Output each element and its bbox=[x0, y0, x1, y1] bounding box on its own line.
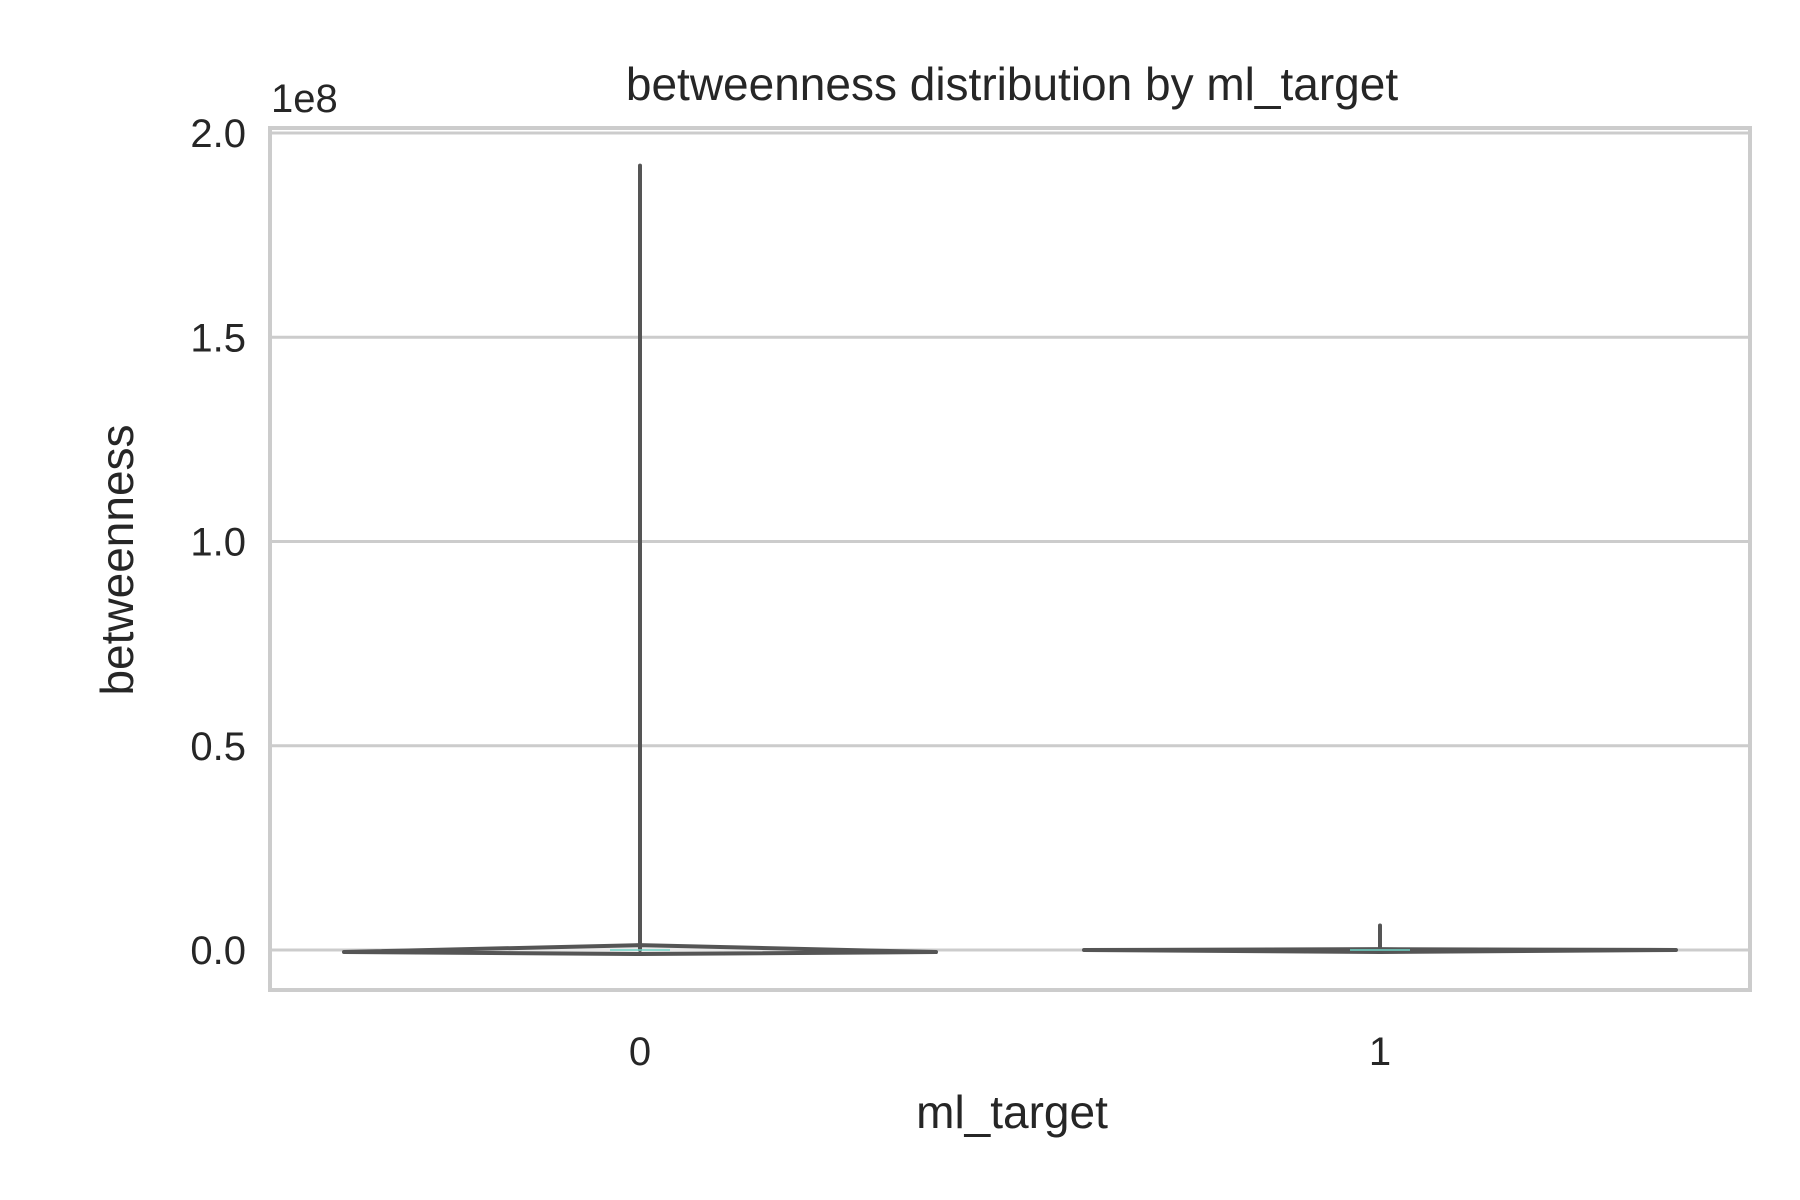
x-tick-label: 1 bbox=[1369, 1030, 1391, 1074]
violins bbox=[342, 163, 1678, 957]
y-tick-label: 0.0 bbox=[190, 929, 246, 973]
violin-1 bbox=[1082, 923, 1678, 954]
x-tick-label: 0 bbox=[629, 1030, 651, 1074]
y-tick-labels: 0.0 0.5 1.0 1.5 2.0 bbox=[190, 112, 246, 973]
y-tick-label: 1.5 bbox=[190, 316, 246, 360]
violin-0 bbox=[342, 163, 938, 957]
x-axis-label: ml_target bbox=[916, 1086, 1108, 1138]
grid-lines bbox=[270, 131, 1750, 952]
y-axis-offset-label: 1e8 bbox=[271, 77, 338, 121]
chart-title: betweenness distribution by ml_target bbox=[626, 58, 1398, 110]
y-axis-label: betweenness bbox=[91, 424, 143, 695]
y-tick-label: 2.0 bbox=[190, 112, 246, 156]
y-tick-label: 0.5 bbox=[190, 725, 246, 769]
y-tick-label: 1.0 bbox=[190, 521, 246, 565]
plot-frame bbox=[268, 126, 1752, 992]
